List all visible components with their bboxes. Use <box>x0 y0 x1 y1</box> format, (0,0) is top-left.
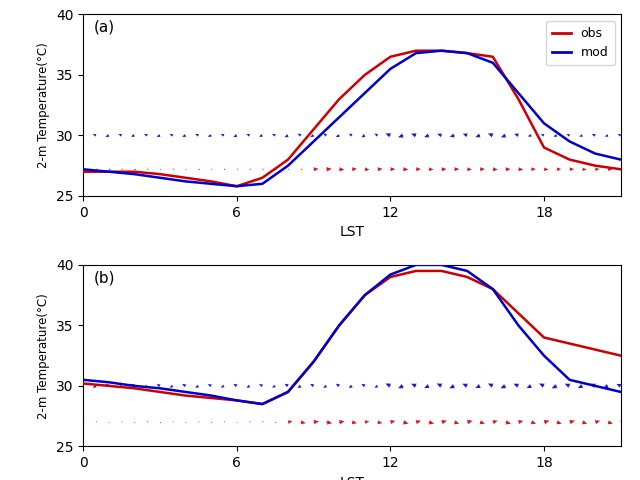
Y-axis label: 2-m Temperature(°C): 2-m Temperature(°C) <box>37 293 51 419</box>
X-axis label: LST: LST <box>339 225 365 239</box>
Y-axis label: 2-m Temperature(°C): 2-m Temperature(°C) <box>37 42 51 168</box>
X-axis label: LST: LST <box>339 476 365 480</box>
Legend: obs, mod: obs, mod <box>545 21 614 65</box>
Text: (b): (b) <box>94 270 115 285</box>
Text: (a): (a) <box>94 20 115 35</box>
